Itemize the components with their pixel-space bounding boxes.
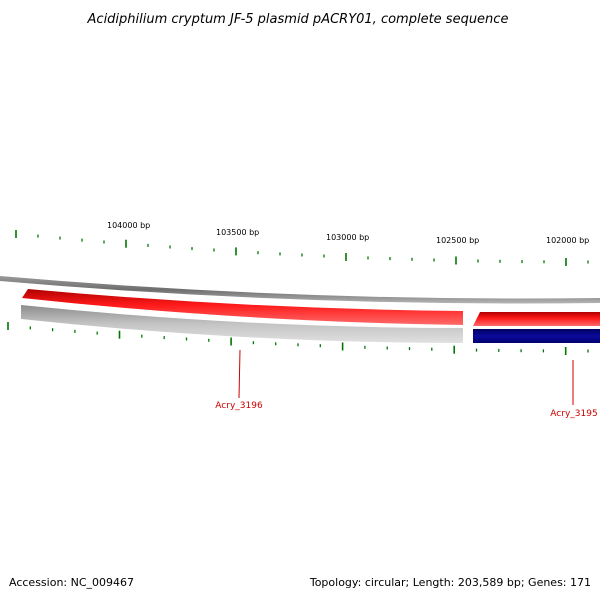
gene-leader-line-acry-3196	[238, 349, 241, 399]
outer-backbone	[0, 276, 600, 304]
gene-feature-acry-3196[interactable]	[22, 289, 463, 325]
map-title: Acidiphilium cryptum JF-5 plasmid pACRY0…	[87, 12, 509, 27]
tick-labels: 104000 bp 103500 bp 103000 bp 102500 bp …	[107, 221, 589, 245]
genome-summary-text: Topology: circular; Length: 203,589 bp; …	[309, 576, 591, 589]
gene-feature-acry-3195[interactable]	[473, 312, 600, 326]
accession-text: Accession: NC_009467	[9, 576, 134, 589]
inner-backbone	[21, 305, 463, 343]
gene-label-acry-3195[interactable]: Acry_3195	[550, 409, 597, 419]
gene-label-acry-3196[interactable]: Acry_3196	[215, 401, 263, 411]
reverse-strand-feature[interactable]	[473, 329, 600, 343]
tick-label-104000: 104000 bp	[107, 221, 150, 230]
tick-label-102000: 102000 bp	[546, 236, 589, 245]
inner-tick-marks	[7, 322, 589, 355]
tick-label-103000: 103000 bp	[326, 233, 369, 242]
outer-tick-marks	[15, 230, 589, 266]
tick-label-103500: 103500 bp	[216, 228, 259, 237]
tick-label-102500: 102500 bp	[436, 236, 479, 245]
